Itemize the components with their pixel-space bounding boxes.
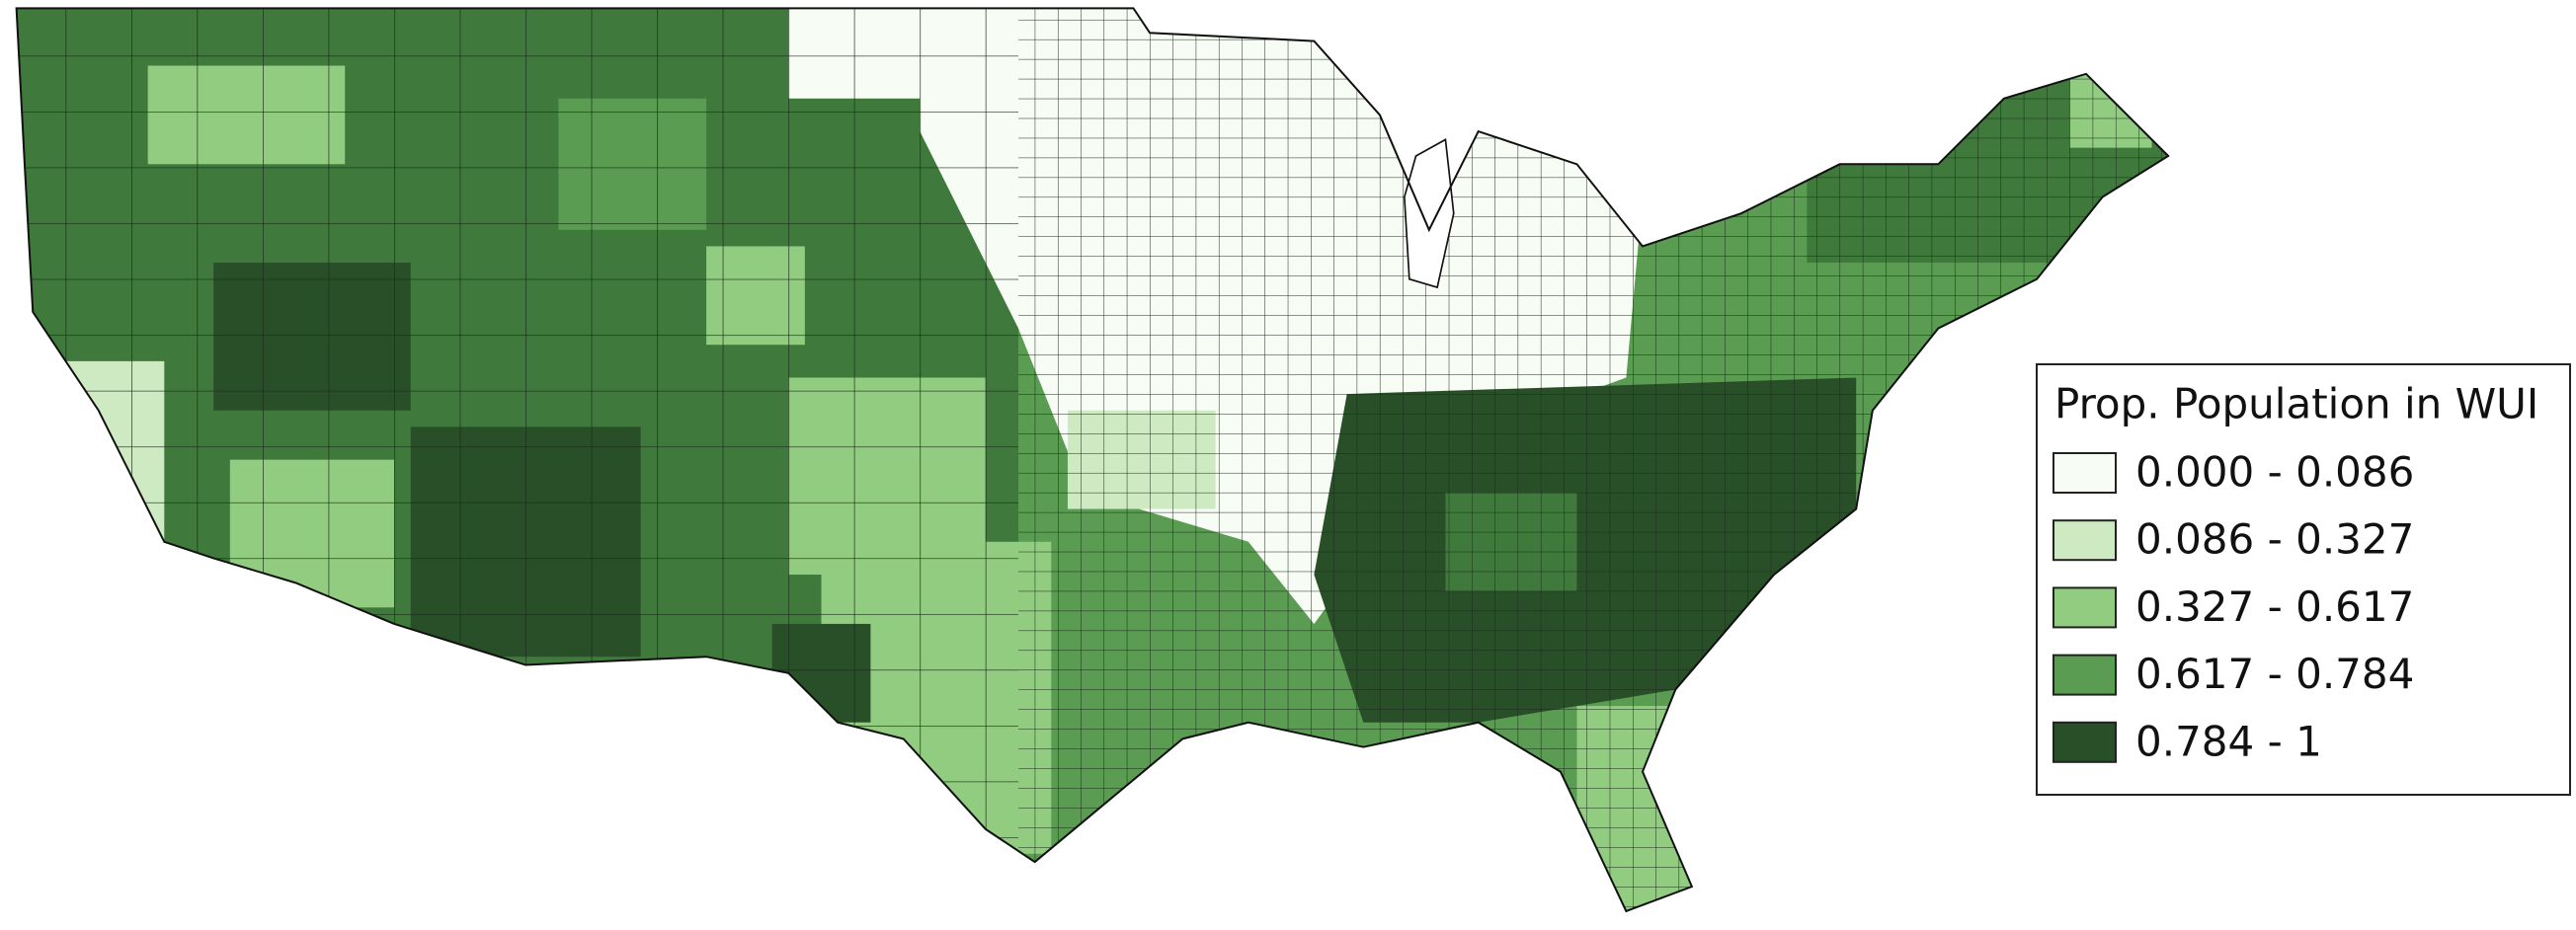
map: [15, 7, 2170, 913]
legend-swatch: [2053, 586, 2117, 629]
legend-swatch: [2053, 654, 2117, 696]
legend-label: 0.086 - 0.327: [2135, 515, 2414, 564]
legend-title: Prop. Population in WUI: [2054, 380, 2538, 428]
county-fill: [16, 8, 2169, 911]
legend-box: [2036, 363, 2571, 796]
lake: [1404, 138, 1455, 289]
us-outline: [15, 7, 2170, 913]
legend: Prop. Population in WUI 0.000 - 0.086 0.0…: [2036, 363, 2571, 796]
legend-label: 0.000 - 0.086: [2135, 448, 2414, 497]
legend-swatch: [2053, 721, 2117, 763]
legend-swatch: [2053, 452, 2117, 494]
legend-swatch: [2053, 519, 2117, 562]
legend-label: 0.784 - 1: [2135, 717, 2322, 765]
legend-label: 0.617 - 0.784: [2135, 650, 2414, 698]
legend-label: 0.327 - 0.617: [2135, 582, 2414, 631]
